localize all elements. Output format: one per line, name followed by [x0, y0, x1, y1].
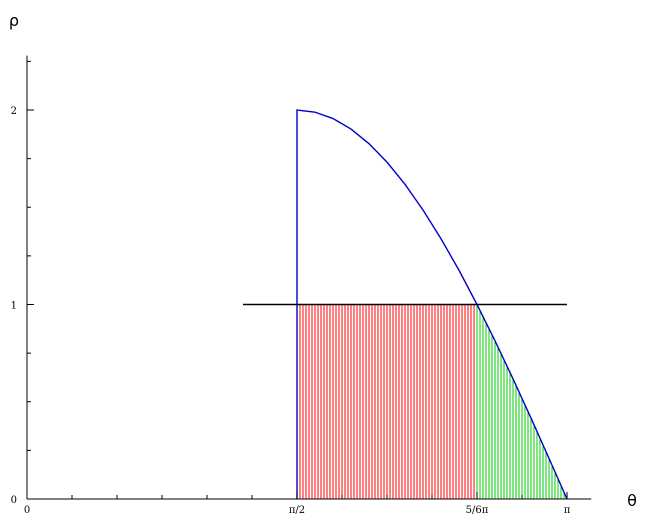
- plot-lines: [242, 109, 568, 500]
- y-tick-label-2: 2: [11, 106, 17, 117]
- y-axis-title: ρ: [9, 11, 19, 30]
- tick-labels: 0 π/2 5/6π π 0 1 2: [11, 106, 571, 516]
- axes: [26, 55, 592, 500]
- ticks: [26, 60, 568, 500]
- x-axis-title: θ: [627, 491, 637, 510]
- x-tick-label-0: 0: [24, 505, 30, 516]
- x-tick-label-3: π: [564, 505, 571, 516]
- y-tick-label-0: 0: [11, 495, 17, 506]
- y-tick-label-1: 1: [11, 301, 17, 312]
- x-tick-label-1: π/2: [289, 505, 305, 516]
- x-tick-label-2: 5/6π: [466, 505, 489, 516]
- shaded-regions: [296, 304, 568, 499]
- rho-curve: [296, 109, 568, 500]
